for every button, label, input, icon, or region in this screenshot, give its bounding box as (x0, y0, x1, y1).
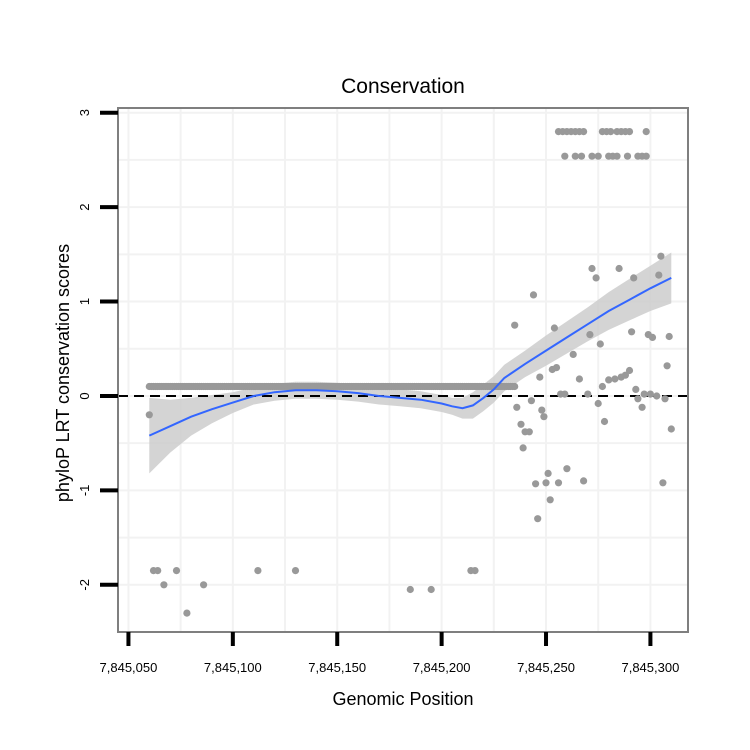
band-point (511, 382, 519, 391)
data-point (580, 128, 588, 136)
x-tick-label: 7,845,200 (413, 660, 471, 675)
data-point (665, 332, 673, 341)
plot-panel (118, 108, 688, 632)
data-point (540, 413, 548, 421)
data-point (571, 152, 579, 160)
x-tick-label: 7,845,250 (517, 660, 575, 675)
x-tick-label: 7,845,150 (308, 660, 366, 675)
x-tick-label: 7,845,050 (100, 660, 158, 675)
data-point (588, 152, 596, 160)
data-point (648, 333, 657, 341)
data-point (625, 128, 634, 136)
data-point (632, 385, 640, 393)
data-point (569, 350, 577, 358)
data-point (517, 420, 525, 428)
data-point (646, 390, 655, 398)
data-point (513, 403, 521, 411)
data-point (427, 585, 435, 594)
data-point (630, 274, 638, 282)
data-point (659, 479, 667, 487)
y-tick-label: -1 (77, 485, 92, 497)
data-point (546, 496, 554, 504)
y-tick-label: 2 (77, 203, 92, 210)
data-point (584, 390, 592, 398)
data-point (653, 392, 661, 400)
data-point (561, 390, 569, 398)
data-point (542, 479, 550, 487)
data-point (600, 417, 609, 426)
data-point (561, 152, 569, 160)
data-point (663, 362, 671, 370)
data-point (580, 477, 588, 485)
data-point (634, 395, 642, 403)
panel-border (117, 107, 689, 633)
y-tick-label: 3 (77, 109, 92, 116)
data-point (596, 340, 604, 348)
data-point (406, 585, 414, 594)
y-axis: -2 -1 0 1 2 3 (77, 109, 118, 591)
data-point (519, 444, 527, 452)
data-point (550, 324, 559, 332)
data-point (588, 264, 596, 273)
data-point (554, 479, 563, 487)
data-point (661, 395, 669, 403)
data-point (544, 469, 552, 477)
data-point (538, 406, 546, 414)
data-point (598, 382, 607, 391)
data-point (145, 411, 153, 419)
data-point (291, 567, 300, 575)
data-point (642, 152, 650, 160)
y-tick-label: 0 (77, 392, 92, 399)
data-points (145, 128, 675, 617)
data-point (592, 274, 600, 282)
data-point (534, 515, 542, 523)
data-point (183, 609, 191, 617)
data-point (575, 375, 584, 383)
data-point (642, 128, 650, 136)
data-point (667, 425, 675, 433)
data-point (552, 364, 561, 372)
data-point (254, 567, 262, 575)
y-tick-label: 1 (77, 298, 92, 305)
data-point (154, 567, 162, 575)
data-point (638, 403, 646, 411)
data-point (172, 567, 181, 575)
data-point (607, 128, 615, 136)
data-point (613, 152, 621, 160)
data-point (655, 271, 663, 279)
data-point (611, 375, 619, 383)
x-axis: 7,845,050 7,845,100 7,845,150 7,845,200 7,84… (100, 632, 679, 675)
data-point (586, 331, 594, 339)
data-point (657, 252, 665, 260)
data-point (594, 152, 602, 160)
data-point (605, 376, 613, 384)
data-point (536, 373, 544, 381)
data-point (577, 152, 586, 160)
data-point (527, 397, 536, 405)
data-point (615, 264, 623, 273)
data-point (200, 581, 208, 589)
data-point (529, 291, 538, 299)
smooth-trend-line (148, 277, 672, 437)
data-point (160, 581, 168, 589)
data-point (471, 567, 479, 575)
chart-title: Conservation (341, 75, 465, 98)
data-point (621, 371, 630, 379)
data-point (625, 366, 634, 375)
data-point (525, 428, 533, 436)
data-point (511, 321, 519, 329)
x-tick-label: 7,845,300 (621, 660, 679, 675)
data-point (628, 328, 636, 336)
dense-point-band (145, 382, 519, 391)
y-axis-label: phyloP LRT conservation scores (53, 244, 73, 502)
y-tick-label: -2 (77, 579, 92, 591)
data-point (532, 480, 540, 488)
data-point (594, 399, 602, 408)
x-tick-label: 7,845,100 (204, 660, 262, 675)
data-point (623, 152, 632, 160)
x-axis-label: Genomic Position (332, 689, 473, 709)
data-point (563, 465, 571, 473)
data-point (640, 390, 648, 398)
